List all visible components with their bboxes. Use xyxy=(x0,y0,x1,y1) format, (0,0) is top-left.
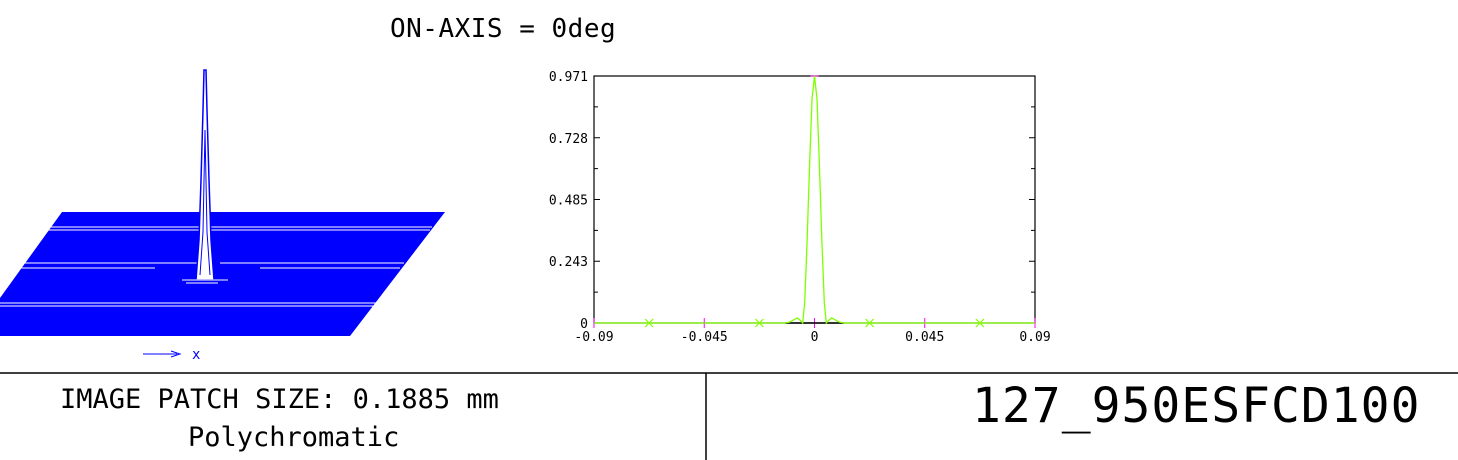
x-marker xyxy=(865,318,875,328)
surface-axis-label: x xyxy=(192,347,200,363)
field-title: ON-AXIS = 0deg xyxy=(390,14,617,44)
patch-size-label: IMAGE PATCH SIZE: 0.1885 mm xyxy=(60,384,499,415)
y-tick-label: 0 xyxy=(580,317,588,332)
design-name: 127_950ESFCD100 xyxy=(972,378,1421,434)
x-marker xyxy=(644,318,654,328)
x-marker xyxy=(975,318,985,328)
cross-section-chart: 0 0.243 0.485 0.728 0.971 -0.09 -0.045 0 0.045 0.… xyxy=(549,70,1051,345)
surface-peak-contour xyxy=(199,129,211,276)
surface-peak xyxy=(195,69,215,281)
y-tick-label: 0.728 xyxy=(549,132,588,147)
y-tick-label: 0.243 xyxy=(549,255,588,270)
x-tick-label: 0.09 xyxy=(1019,330,1050,345)
y-tick-label: 0.485 xyxy=(549,194,588,209)
x-tick-label: -0.09 xyxy=(574,330,613,345)
psf-series-line xyxy=(594,75,1035,325)
surface-plot: x xyxy=(0,69,445,363)
surface-base-rings xyxy=(182,279,228,284)
x-tick-label: -0.045 xyxy=(681,330,728,345)
surface-plane xyxy=(0,212,445,336)
surface-contour-lines xyxy=(0,226,432,307)
mode-label: Polychromatic xyxy=(188,422,400,453)
x-tick-label: 0 xyxy=(811,330,819,345)
x-tick-label: 0.045 xyxy=(905,330,944,345)
plot-frame xyxy=(593,75,1036,324)
arrow-head-icon xyxy=(170,350,182,358)
y-tick-label: 0.971 xyxy=(549,70,588,85)
x-marker xyxy=(754,318,764,328)
